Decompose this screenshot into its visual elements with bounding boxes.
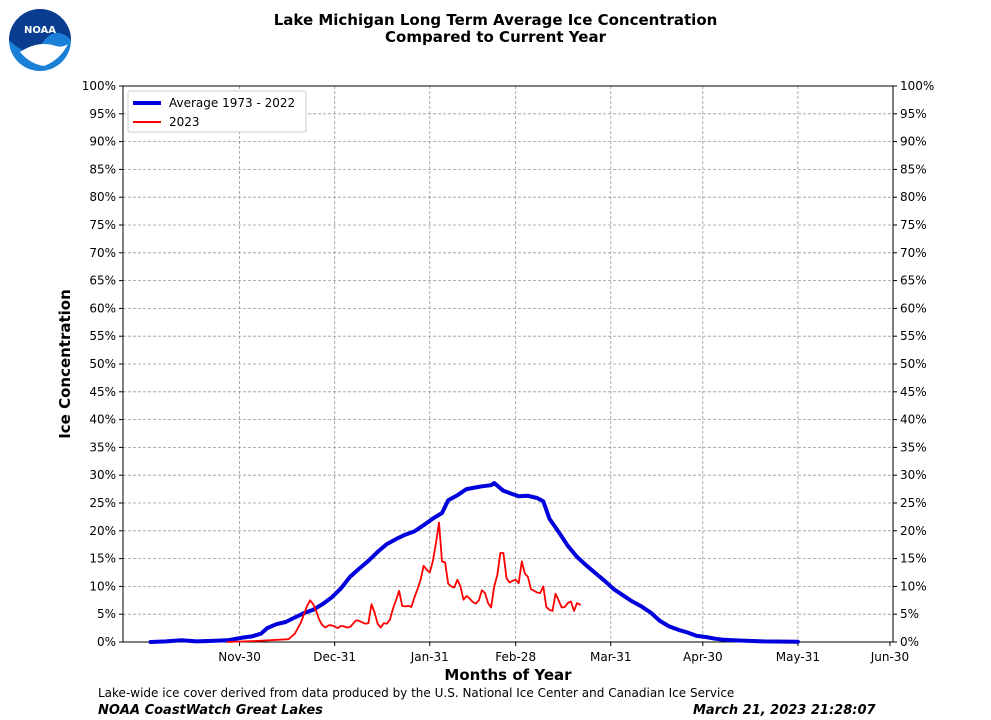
y-tick-label-right: 55% [900,329,927,343]
x-tick-label: Mar-31 [590,650,631,664]
y-tick-label-right: 10% [900,579,927,593]
y-tick-label-right: 100% [900,79,934,93]
y-tick-label-right: 70% [900,246,927,260]
y-tick-label-left: 100% [82,79,116,93]
y-tick-label-right: 5% [900,607,919,621]
chart-title: Lake Michigan Long Term Average Ice Conc… [273,11,718,29]
x-axis-label: Months of Year [444,666,572,684]
x-tick-label: Dec-31 [313,650,356,664]
organization-label: NOAA CoastWatch Great Lakes [98,703,323,718]
legend-label-average: Average 1973 - 2022 [169,96,295,110]
y-tick-label-left: 25% [89,496,116,510]
noaa-logo-text: NOAA [24,25,56,36]
y-tick-label-left: 65% [89,274,116,288]
timestamp-label: March 21, 2023 21:28:07 [693,703,876,718]
y-tick-label-right: 65% [900,274,927,288]
y-tick-label-right: 0% [900,635,919,649]
y-tick-label-left: 35% [89,440,116,454]
y-tick-label-left: 15% [89,552,116,566]
grid [123,86,893,642]
series-lines [148,481,800,644]
y-tick-label-left: 85% [89,162,116,176]
x-tick-label: Feb-28 [495,650,536,664]
y-tick-label-left: 50% [89,357,116,371]
y-tick-label-left: 40% [89,413,116,427]
y-tick-label-left: 5% [97,607,116,621]
y-tick-label-right: 25% [900,496,927,510]
y-tick-label-right: 15% [900,552,927,566]
y-tick-label-right: 50% [900,357,927,371]
y-tick-label-right: 20% [900,524,927,538]
y-tick-label-right: 60% [900,301,927,315]
y-tick-label-left: 20% [89,524,116,538]
legend: Average 1973 - 2022 2023 [127,90,307,133]
legend-label-2023: 2023 [169,115,200,129]
y-ticks: 0% 0% 5% 5% 10% 10% 15% 15% 20% 20% 25% 25% 30% 30% 35… [82,79,935,649]
y-tick-label-left: 45% [89,385,116,399]
average-series-line [148,481,800,644]
y-tick-label-left: 80% [89,190,116,204]
y-tick-label-left: 60% [89,301,116,315]
y-tick-label-left: 90% [89,135,116,149]
y-tick-label-left: 70% [89,246,116,260]
y-tick-label-right: 75% [900,218,927,232]
y-tick-label-right: 80% [900,190,927,204]
x-tick-label: Nov-30 [218,650,261,664]
x-tick-label: Jun-30 [870,650,909,664]
y-tick-label-left: 10% [89,579,116,593]
y-tick-label-left: 0% [97,635,116,649]
y-axis-label: Ice Concentration [56,289,74,439]
x-ticks: Nov-30 Dec-31 Jan-31 Feb-28 Mar-31 Apr-30 May-… [218,642,909,664]
y-tick-label-right: 95% [900,107,927,121]
y-tick-label-right: 30% [900,468,927,482]
x-tick-label: May-31 [776,650,820,664]
y-tick-label-right: 40% [900,413,927,427]
y-tick-label-right: 35% [900,440,927,454]
noaa-logo: NOAA [9,9,71,71]
y-tick-label-right: 45% [900,385,927,399]
y-tick-label-right: 90% [900,135,927,149]
x-tick-label: Jan-31 [410,650,449,664]
y-tick-label-left: 95% [89,107,116,121]
x-tick-label: Apr-30 [683,650,723,664]
y-tick-label-left: 55% [89,329,116,343]
y-tick-label-right: 85% [900,162,927,176]
y-tick-label-left: 30% [89,468,116,482]
data-source-note: Lake-wide ice cover derived from data pr… [98,686,735,700]
y-tick-label-left: 75% [89,218,116,232]
current-year-series-line [226,521,581,643]
chart-subtitle: Compared to Current Year [385,28,606,46]
